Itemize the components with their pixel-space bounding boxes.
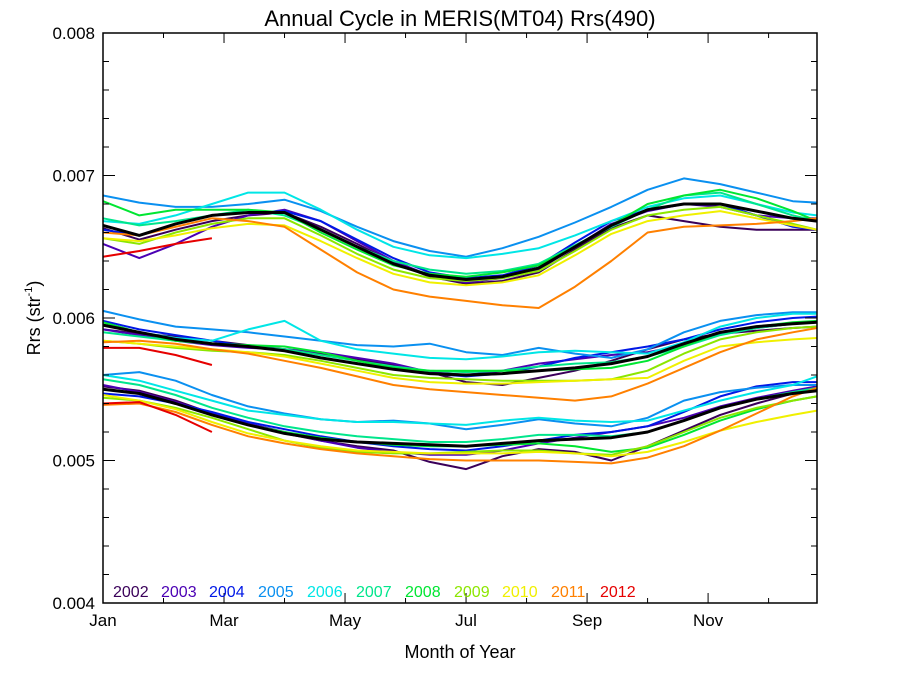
legend-entry-2007: 2007 [356,584,392,601]
legend-entry-2002: 2002 [113,584,149,601]
series-2012-lower-line [102,401,213,433]
series-2006-lower-line [102,374,818,426]
legend-entry-2008: 2008 [405,584,441,601]
series-2011-middle-line [102,327,818,402]
y-tick-label: 0.007 [52,167,95,186]
legend-entry-2003: 2003 [161,584,197,601]
climatology-upper-line [102,202,818,281]
x-axis-ticks: Jan Mar May Jul Sep Nov [89,33,770,630]
series-2004-lower-line [102,381,817,452]
plot-lines [102,177,818,471]
climatology-lower-line [102,387,818,448]
legend-entry-2009: 2009 [454,584,490,601]
x-tick-label: Sep [572,611,602,630]
series-2005-lower-line [102,371,817,431]
legend-entry-2004: 2004 [209,584,245,601]
series-2005-middle-line [102,309,817,359]
x-tick-label: Jan [89,611,116,630]
series-2009-lower-line [102,395,818,456]
x-tick-label: May [329,611,362,630]
legend-entry-2010: 2010 [502,584,538,601]
x-tick-label: Mar [209,611,239,630]
series-2006-middle-line [102,312,817,361]
series-2005-upper-line [102,177,818,258]
series-2010-lower-line [102,394,818,458]
y-axis-label-base: Rrs (str [24,296,44,355]
legend-entry-2012: 2012 [600,584,636,601]
legend-entry-2005: 2005 [258,584,294,601]
legend-entry-2011: 2011 [551,584,586,601]
x-tick-label: Jul [455,611,477,630]
y-axis-ticks: 0.004 0.005 0.006 0.007 0.008 [52,24,817,613]
series-2010-upper-line [102,210,818,287]
y-axis-label-close: ) [24,281,44,287]
plot-frame [102,32,818,604]
series-2012-upper-line [102,237,213,258]
series-2004-middle-line [102,315,818,378]
series-2009-upper-line [102,205,818,282]
legend: 2002 2003 2004 2005 2006 2007 2008 2009 2010 2011… [113,584,636,601]
series-2008-upper-line [102,188,818,278]
series-2011-upper-line [102,217,818,309]
y-axis-label: Rrs (str-1) [23,281,44,356]
series-2011-lower-line [102,386,818,465]
x-tick-label: Nov [693,611,724,630]
chart-title: Annual Cycle in MERIS(MT04) Rrs(490) [264,6,655,31]
y-tick-label: 0.008 [52,24,95,43]
legend-entry-2006: 2006 [307,584,343,601]
y-tick-label: 0.006 [52,309,95,328]
y-tick-label: 0.005 [52,452,95,471]
series-2012-middle-line [103,346,213,366]
x-axis-label: Month of Year [404,642,515,662]
y-tick-label: 0.004 [52,594,95,613]
series-2006-upper-line [102,191,818,260]
climatology-middle-line [102,320,818,377]
y-axis-label-superscript: -1 [23,287,35,297]
